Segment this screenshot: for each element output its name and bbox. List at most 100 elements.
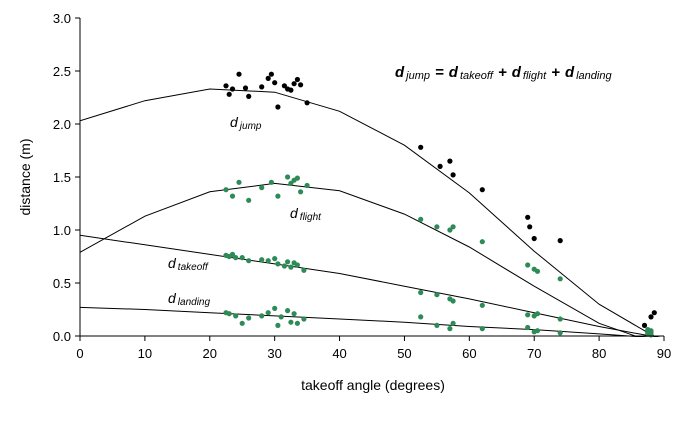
data-point-jump	[447, 158, 453, 164]
data-point-takeoff	[275, 261, 281, 267]
data-point-takeoff	[294, 262, 300, 268]
axes: 0 10 20 30 40 50 60 70 80 90 0.0 0.5 1.0 1.5 2.0 2.5 3.0	[53, 11, 671, 361]
y-tick-label: 0.0	[53, 329, 71, 344]
data-point-jump	[651, 310, 657, 316]
data-point-jump	[281, 83, 287, 89]
trend-curve-landing	[80, 306, 653, 337]
data-point-landing	[479, 326, 485, 332]
data-point-flight	[246, 197, 252, 203]
data-point-takeoff	[281, 263, 287, 269]
x-tick-label: 60	[462, 346, 476, 361]
data-point-jump	[265, 75, 271, 81]
data-point-jump	[304, 100, 310, 106]
data-point-takeoff	[265, 258, 271, 264]
data-point-landing	[450, 320, 456, 326]
y-axis-title: distance (m)	[17, 138, 33, 215]
data-point-flight	[479, 239, 485, 245]
data-point-flight	[229, 193, 236, 199]
data-point-takeoff	[525, 312, 531, 318]
data-point-takeoff	[288, 264, 294, 270]
x-tick-label: 0	[76, 346, 83, 361]
data-point-takeoff	[434, 292, 440, 298]
data-point-landing	[233, 313, 239, 319]
equation-annotation: d jump = d takeoff + d flight + d landing	[395, 64, 612, 82]
data-point-flight	[285, 174, 291, 180]
data-point-flight	[434, 224, 440, 230]
data-point-jump	[531, 235, 537, 242]
data-point-takeoff	[229, 251, 236, 257]
label-d-takeoff: d takeoff	[168, 255, 209, 273]
data-point-jump	[229, 86, 236, 92]
data-point-jump	[268, 71, 274, 77]
data-point-flight	[288, 180, 294, 186]
data-point-jump	[242, 85, 249, 91]
data-point-jump	[272, 80, 278, 86]
data-point-takeoff	[272, 256, 278, 262]
data-point-jump	[298, 82, 304, 88]
data-point-flight	[447, 227, 453, 233]
data-point-takeoff	[479, 302, 485, 308]
data-point-flight	[298, 189, 304, 195]
data-point-flight	[275, 193, 281, 199]
y-tick-label: 1.0	[53, 223, 71, 238]
data-point-flight	[450, 224, 456, 230]
data-point-jump	[275, 104, 281, 110]
data-point-flight	[236, 179, 242, 185]
data-point-flight	[268, 179, 274, 185]
y-tick-label: 3.0	[53, 11, 71, 26]
data-point-landing	[288, 319, 294, 325]
trend-curve-takeoff	[80, 234, 661, 337]
data-point-flight	[534, 268, 541, 274]
data-point-jump	[246, 93, 252, 99]
data-point-takeoff	[239, 255, 245, 261]
data-point-landing	[301, 316, 307, 322]
data-point-landing	[648, 332, 654, 338]
data-point-flight	[418, 216, 424, 222]
data-point-jump	[418, 144, 424, 150]
data-point-jump	[223, 83, 229, 89]
x-tick-label: 30	[267, 346, 281, 361]
data-points	[223, 71, 657, 338]
data-point-landing	[278, 314, 284, 320]
data-point-landing	[265, 310, 271, 316]
data-point-landing	[294, 320, 300, 326]
y-tick-label: 1.5	[53, 170, 71, 185]
label-d-landing: d landing	[168, 290, 210, 308]
data-point-landing	[246, 315, 252, 321]
data-point-flight	[259, 185, 265, 191]
y-tick-label: 0.5	[53, 276, 71, 291]
x-tick-label: 70	[527, 346, 541, 361]
data-point-jump	[226, 91, 232, 97]
data-point-takeoff	[285, 259, 291, 265]
data-point-takeoff	[301, 267, 307, 273]
data-point-takeoff	[534, 311, 541, 317]
data-point-flight	[525, 262, 531, 268]
data-point-jump	[641, 322, 648, 328]
data-point-flight	[223, 187, 229, 193]
data-point-landing	[434, 322, 440, 328]
trend-curve-flight	[80, 182, 640, 337]
data-point-landing	[239, 320, 245, 326]
data-point-landing	[259, 313, 265, 319]
x-axis-title: takeoff angle (degrees)	[301, 377, 445, 393]
data-point-jump	[236, 71, 242, 77]
data-point-jump	[557, 238, 563, 244]
data-point-jump	[450, 172, 456, 178]
data-point-flight	[294, 175, 300, 181]
data-point-landing	[534, 328, 541, 334]
x-tick-label: 80	[592, 346, 606, 361]
x-tick-label: 90	[657, 346, 671, 361]
trend-curves	[80, 88, 661, 337]
data-point-jump	[527, 224, 533, 230]
x-tick-label: 40	[332, 346, 346, 361]
x-tick-label: 50	[397, 346, 411, 361]
label-d-jump: d jump	[230, 114, 262, 132]
data-point-landing	[557, 330, 563, 336]
data-point-jump	[525, 214, 531, 220]
data-point-jump	[294, 76, 300, 83]
data-point-takeoff	[233, 255, 239, 261]
data-point-jump	[648, 314, 654, 320]
data-point-takeoff	[450, 298, 456, 304]
